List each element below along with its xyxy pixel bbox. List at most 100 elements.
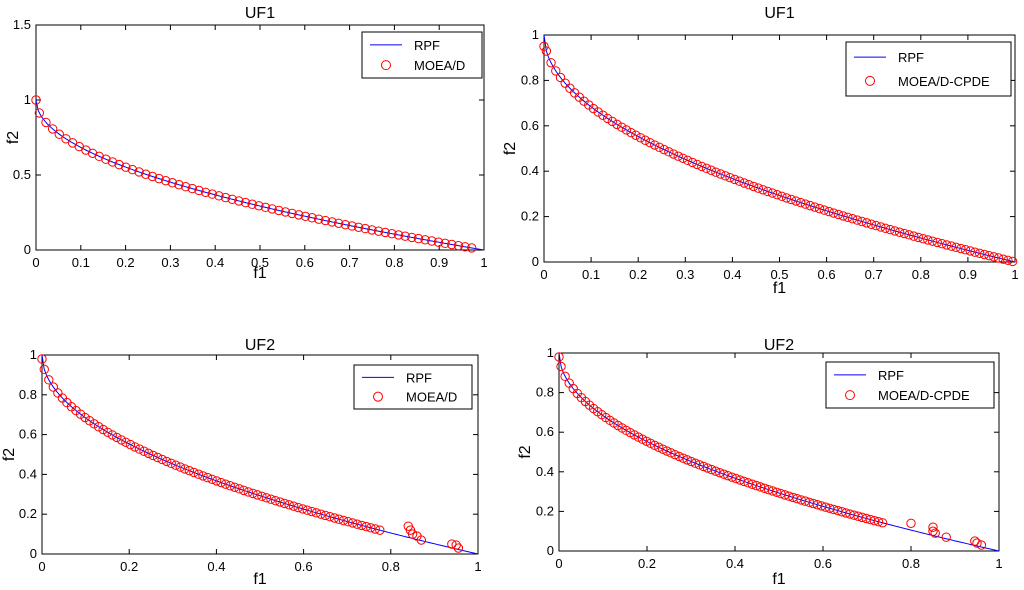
solution-point [758,185,768,195]
solution-point [800,199,811,209]
solution-point [560,78,570,88]
solution-point [279,498,290,509]
solution-point [913,232,924,243]
x-tick-label: 0 [38,559,45,574]
solution-point [678,153,688,163]
y-tick-label: 0.2 [536,503,554,518]
solution-point [805,200,815,211]
solution-point [588,103,599,114]
solution-point [367,225,377,235]
solution-point [234,196,244,206]
solution-point [932,237,942,248]
solution-point [147,171,158,182]
y-tick-label: 0.4 [536,464,554,479]
solution-point [39,364,49,375]
solution-point [252,490,263,500]
solution-point [216,477,226,488]
x-tick-label: 0.2 [629,267,647,282]
solution-point [976,540,987,550]
solution-point [747,479,758,489]
solution-point [715,169,726,179]
solution-point [298,504,308,514]
solution-point [662,446,672,456]
legend [353,364,473,410]
y-tick-label: 0.5 [13,167,31,182]
solution-point [54,129,64,139]
solution-point [763,484,774,495]
x-tick-label: 1 [995,556,1002,571]
solution-point [302,505,312,515]
solution-point [267,204,277,214]
solution-point [266,494,276,504]
solution-point [366,523,376,533]
solution-point [220,479,231,489]
solution-point [972,538,982,548]
solution-point [254,201,264,211]
solution-point [94,151,104,162]
chart-1: UF1 0 0.1 0.2 0.3 0.4 0.5 0.6 0.7 0.8 0.9 1 0 0.5 1 1.5… [5,5,488,282]
y-tick-label: 0.2 [19,506,37,521]
solution-point [134,444,145,454]
y-axis-label: f2 [517,445,534,458]
solution-point [287,208,297,219]
solution-point [824,206,834,217]
solution-point [239,485,249,496]
solution-point [989,252,999,262]
solution-point [767,486,778,496]
solution-point [447,239,457,250]
x-tick-label: 0.4 [726,556,744,571]
solution-point [180,182,191,192]
solution-point [833,209,844,220]
legend [361,31,483,79]
solution-point [260,202,271,213]
legend [845,41,1012,97]
solution-point [612,119,622,130]
solution-point [909,231,919,241]
solution-point [877,518,888,528]
solution-point [861,218,872,228]
solution-point [791,196,801,206]
x-axis-label: f1 [253,571,266,588]
solution-point [772,190,782,200]
y-tick-label: 0 [24,242,31,257]
chart-title: UF1 [764,5,794,22]
solution-point [316,509,326,519]
chart-title: UF2 [245,337,275,354]
solution-point [904,230,914,240]
x-tick-label: 0.8 [382,559,400,574]
solution-point [47,124,58,134]
solution-point [710,466,721,476]
legend-marker-label: MOEA/D-CPDE [898,74,990,89]
y-tick-label: 0 [547,543,554,558]
x-tick-label: 0 [540,267,547,282]
solution-point [649,140,660,150]
solution-point [225,481,235,491]
solution-point [227,194,237,204]
solution-point [234,484,244,494]
solution-point [871,220,881,231]
solution-point [723,470,733,481]
solution-point [220,192,231,203]
solution-point [427,236,437,246]
x-axis-label: f1 [772,571,785,588]
solution-point [314,214,324,224]
solution-point [130,442,140,452]
solution-point [838,211,848,221]
solution-point [631,130,641,140]
solution-point [180,464,190,474]
solution-point [193,469,204,479]
solution-point [819,205,829,215]
solution-point [194,185,204,196]
legend-marker-swatch [373,391,383,402]
solution-point [1003,255,1013,265]
solution-point [1007,256,1018,267]
solution-point [162,456,172,467]
solution-point [751,480,762,491]
legend-marker-label: MOEA/D-CPDE [878,388,970,403]
solution-point [979,249,990,260]
y-tick-label: 0.6 [536,424,554,439]
solution-point [690,458,701,468]
solution-point [121,162,131,172]
solution-point [659,144,669,155]
solution-point [198,471,208,481]
